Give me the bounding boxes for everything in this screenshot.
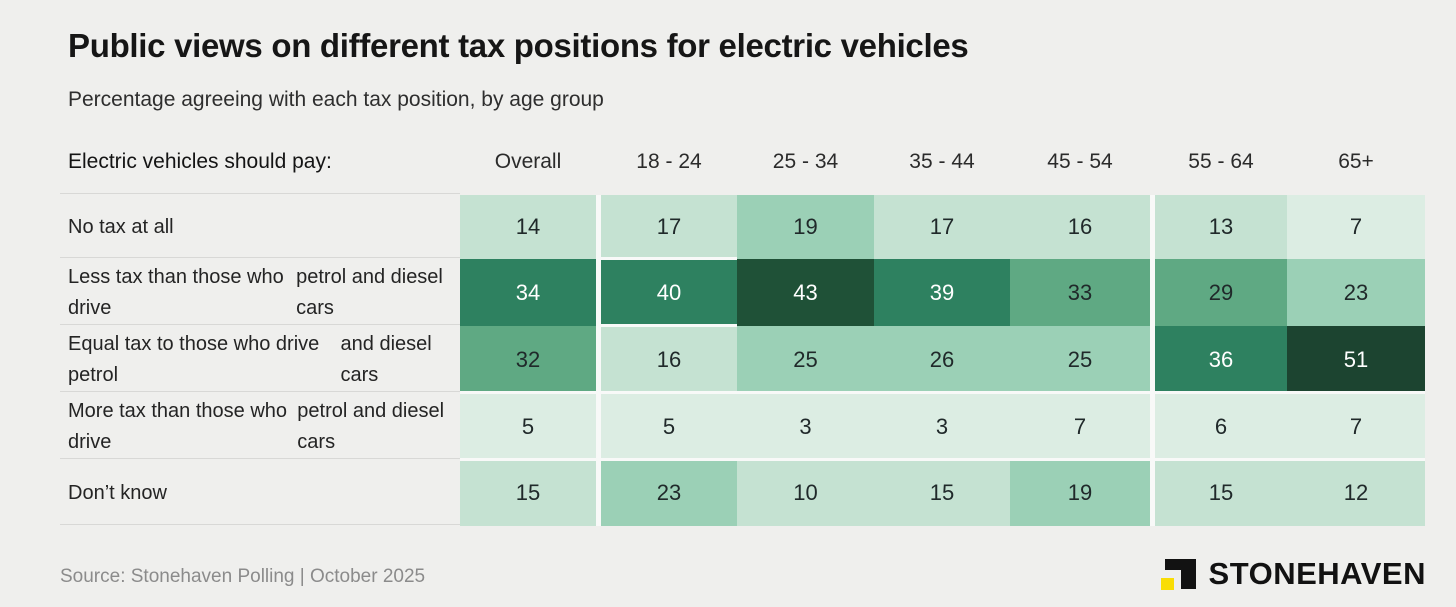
brand-name: STONEHAVEN <box>1208 556 1426 591</box>
row-label: More tax than those who drive petrol and … <box>68 393 460 460</box>
row-label: No tax at all <box>68 195 460 259</box>
row-label: Equal tax to those who drive petrol and d… <box>68 326 460 393</box>
heatmap-cell: 10 <box>737 460 874 526</box>
heatmap-cell: 13 <box>1155 195 1287 259</box>
heatmap-cell: 17 <box>874 195 1010 259</box>
heatmap-cell: 23 <box>601 460 737 526</box>
heatmap-cell: 16 <box>1010 195 1150 259</box>
page-subtitle: Percentage agreeing with each tax positi… <box>68 88 604 111</box>
page-title: Public views on different tax positions … <box>68 27 969 64</box>
heatmap-cell: 7 <box>1287 195 1425 259</box>
heatmap-cell: 17 <box>601 195 737 259</box>
heatmap-cell: 6 <box>1155 393 1287 460</box>
label-divider <box>60 458 460 459</box>
column-group-gap <box>596 195 601 526</box>
label-divider <box>60 391 460 392</box>
column-header: 18 - 24 <box>636 150 702 173</box>
heatmap-cell: 14 <box>460 195 596 259</box>
heatmap-cell: 40 <box>601 259 737 326</box>
row-header-label: Electric vehicles should pay: <box>68 150 332 173</box>
label-divider <box>60 324 460 325</box>
heatmap-cell: 33 <box>1010 259 1150 326</box>
heatmap-cell: 15 <box>460 460 596 526</box>
heatmap-cell: 43 <box>737 259 874 326</box>
heatmap-cell: 29 <box>1155 259 1287 326</box>
column-header: 65+ <box>1338 150 1374 173</box>
row-label: Don’t know <box>68 460 460 526</box>
heatmap-cell: 15 <box>1155 460 1287 526</box>
stonehaven-logo-icon <box>1160 558 1196 590</box>
row-label-line: petrol and diesel cars <box>296 265 443 319</box>
row-gap-18-24 <box>601 324 737 327</box>
label-divider <box>60 193 460 194</box>
heatmap-cell: 26 <box>874 326 1010 393</box>
heatmap-cell: 25 <box>737 326 874 393</box>
label-divider <box>60 257 460 258</box>
source-note: Source: Stonehaven Polling | October 202… <box>60 566 426 587</box>
heatmap-cell: 36 <box>1155 326 1287 393</box>
row-label-line: Equal tax to those who drive petrol <box>68 332 320 386</box>
heatmap-cell: 3 <box>874 393 1010 460</box>
heatmap-cell: 23 <box>1287 259 1425 326</box>
column-header: Overall <box>494 150 562 173</box>
row-label-line: petrol and diesel cars <box>297 399 445 453</box>
heatmap-cell: 19 <box>737 195 874 259</box>
column-header: 45 - 54 <box>1047 150 1113 173</box>
row-gap <box>460 391 1425 394</box>
heatmap-cell: 16 <box>601 326 737 393</box>
heatmap-cell: 3 <box>737 393 874 460</box>
heatmap-cell: 51 <box>1287 326 1425 393</box>
row-label-line: Less tax than those who drive <box>68 265 284 319</box>
heatmap-cell: 39 <box>874 259 1010 326</box>
heatmap-cell: 19 <box>1010 460 1150 526</box>
heatmap-cell: 7 <box>1287 393 1425 460</box>
heatmap-cell: 12 <box>1287 460 1425 526</box>
heatmap-cell: 5 <box>460 393 596 460</box>
heatmap-cell: 5 <box>601 393 737 460</box>
label-divider <box>60 524 460 525</box>
column-header: 35 - 44 <box>909 150 975 173</box>
heatmap-cell: 7 <box>1010 393 1150 460</box>
row-label: Less tax than those who drive petrol and … <box>68 259 460 326</box>
column-header: 25 - 34 <box>772 150 839 173</box>
row-label-line: More tax than those who drive <box>68 399 288 453</box>
row-label-line: Don’t know <box>68 481 167 504</box>
heatmap-cell: 34 <box>460 259 596 326</box>
heatmap-cell: 32 <box>460 326 596 393</box>
heatmap-cell: 15 <box>874 460 1010 526</box>
brand-lockup: STONEHAVEN <box>1160 556 1426 592</box>
row-gap <box>460 458 1425 461</box>
row-label-line: and diesel cars <box>340 332 432 386</box>
column-group-gap <box>1150 195 1155 526</box>
row-label-line: No tax at all <box>68 215 174 238</box>
heatmap-cell: 25 <box>1010 326 1150 393</box>
row-gap-18-24 <box>601 257 737 260</box>
column-header: 55 - 64 <box>1188 150 1254 173</box>
